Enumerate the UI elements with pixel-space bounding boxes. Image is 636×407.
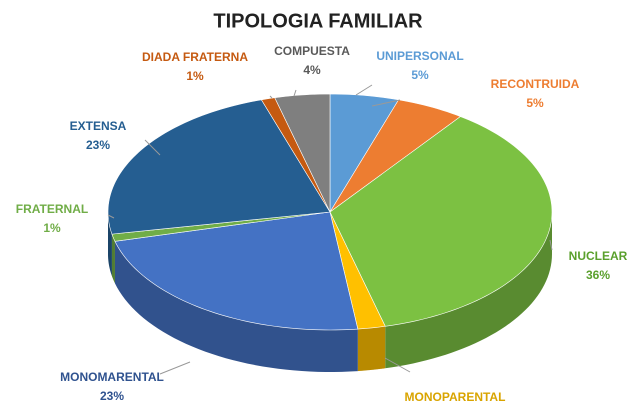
- leader-line: [269, 95, 273, 99]
- data-label-name: EXTENSA: [70, 119, 127, 133]
- slice: [329, 116, 553, 327]
- leader-line: [384, 357, 411, 373]
- leader-line: [371, 99, 401, 107]
- leader-line: [159, 361, 191, 375]
- leader-line: [144, 139, 161, 156]
- data-label-name: RECONTRUIDA: [491, 77, 580, 91]
- data-label-value: 1%: [43, 221, 61, 235]
- data-label-value: 5%: [526, 96, 544, 110]
- leader-line: [293, 89, 297, 97]
- slice: [114, 211, 359, 331]
- data-label-name: NUCLEAR: [569, 249, 628, 263]
- data-label-value: 23%: [100, 389, 124, 403]
- slice: [274, 93, 331, 213]
- data-label-name: DIADA FRATERNA: [142, 50, 248, 64]
- data-label-value: 4%: [303, 63, 321, 77]
- data-label-name: FRATERNAL: [16, 202, 88, 216]
- slice-side: [357, 326, 386, 372]
- data-label-name: UNIPERSONAL: [376, 49, 463, 63]
- chart-title: TIPOLOGIA FAMILIAR: [213, 10, 423, 32]
- leader-line: [355, 84, 373, 96]
- leader-line: [107, 214, 115, 219]
- data-label-value: 23%: [86, 138, 110, 152]
- data-label-value: 36%: [586, 268, 610, 282]
- slice-side: [385, 212, 552, 369]
- slice: [107, 99, 331, 235]
- data-label-value: 1%: [186, 69, 204, 83]
- data-label-name: MONOMARENTAL: [60, 370, 164, 384]
- slice: [329, 211, 386, 330]
- slice-side: [111, 234, 115, 284]
- data-label-name: MONOPARENTAL: [405, 390, 506, 404]
- data-label-name: COMPUESTA: [274, 44, 350, 58]
- slice-side: [108, 212, 112, 277]
- slice: [329, 93, 400, 214]
- slice: [329, 99, 462, 213]
- slice-side: [114, 241, 358, 372]
- data-label-value: 5%: [411, 68, 429, 82]
- leader-line: [549, 239, 553, 251]
